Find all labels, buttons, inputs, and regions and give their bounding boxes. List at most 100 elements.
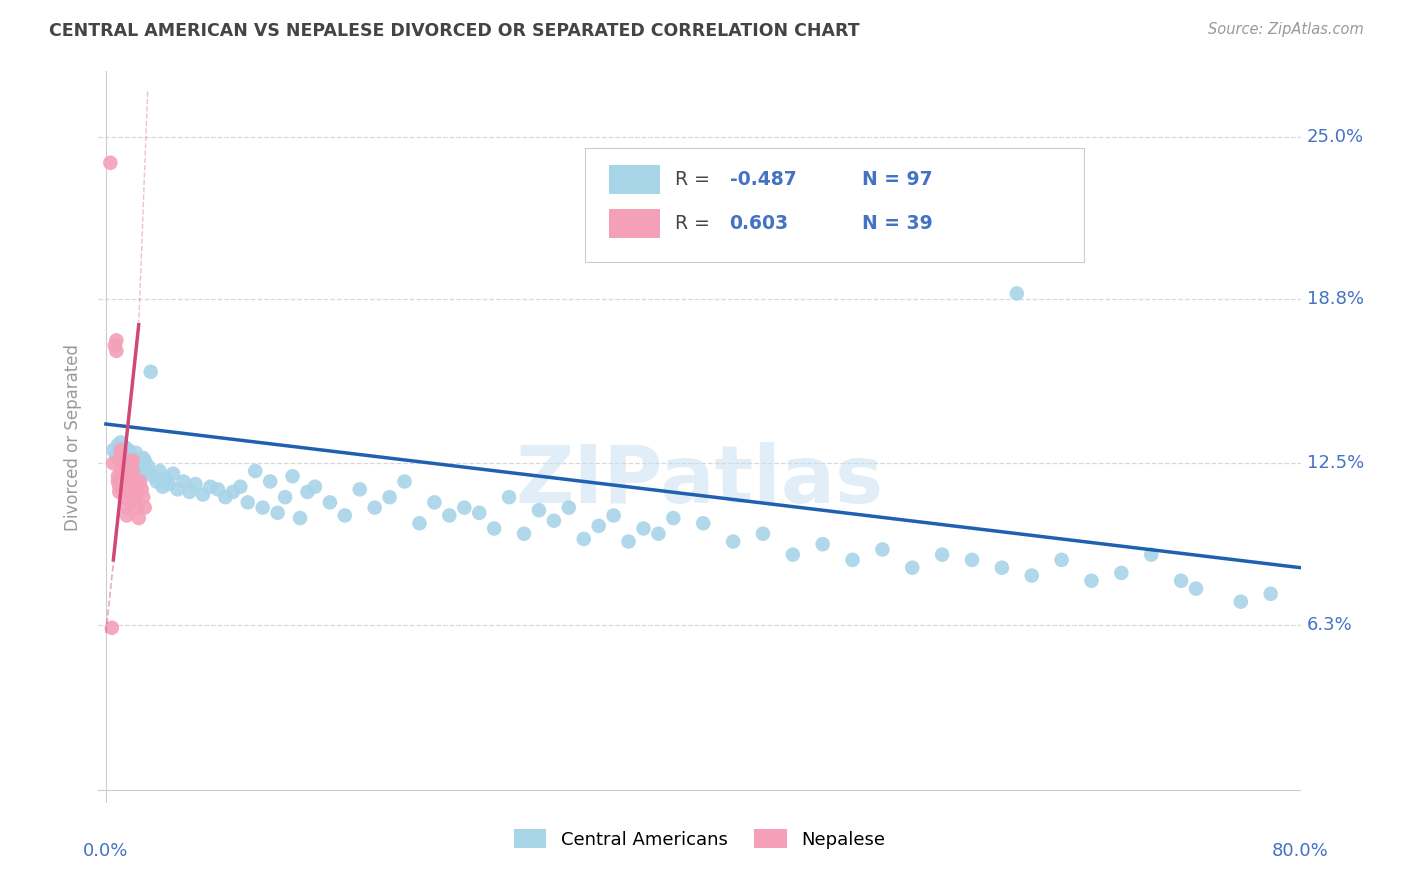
Text: N = 39: N = 39	[862, 214, 932, 233]
Point	[117, 453, 139, 467]
Point	[363, 500, 385, 515]
Point	[128, 511, 150, 525]
Point	[617, 534, 640, 549]
Point	[103, 443, 125, 458]
Point	[543, 514, 565, 528]
Point	[117, 464, 139, 478]
Point	[105, 449, 128, 463]
Text: 18.8%: 18.8%	[1306, 290, 1364, 308]
Point	[127, 461, 149, 475]
Point	[453, 500, 475, 515]
Point	[149, 464, 172, 478]
Point	[115, 456, 138, 470]
Point	[112, 469, 135, 483]
Text: 6.3%: 6.3%	[1306, 616, 1353, 634]
Point	[1050, 553, 1073, 567]
Point	[901, 560, 924, 574]
Point	[128, 453, 150, 467]
Point	[111, 450, 134, 465]
Point	[98, 155, 121, 169]
Point	[122, 475, 145, 489]
Point	[118, 449, 141, 463]
Point	[423, 495, 446, 509]
Point	[125, 490, 148, 504]
Point	[588, 519, 610, 533]
Text: 0.603: 0.603	[730, 214, 789, 233]
Point	[1111, 566, 1133, 580]
Point	[114, 483, 136, 497]
Point	[439, 508, 461, 523]
Point	[1005, 286, 1028, 301]
Point	[266, 506, 288, 520]
Point	[498, 490, 520, 504]
Point	[752, 526, 775, 541]
Point	[1230, 594, 1253, 608]
Point	[692, 516, 714, 531]
Point	[408, 516, 430, 531]
FancyBboxPatch shape	[585, 148, 1084, 261]
Point	[482, 521, 505, 535]
Point	[166, 483, 188, 497]
Point	[1140, 548, 1163, 562]
Point	[125, 483, 148, 497]
Point	[214, 490, 236, 504]
Point	[931, 548, 953, 562]
Point	[131, 467, 153, 481]
Point	[127, 500, 149, 515]
Point	[107, 475, 129, 489]
Point	[111, 453, 134, 467]
Point	[108, 480, 131, 494]
Point	[152, 480, 174, 494]
Point	[245, 464, 267, 478]
Point	[207, 483, 229, 497]
Point	[107, 469, 129, 483]
Point	[841, 202, 863, 217]
Point	[115, 508, 138, 523]
Point	[236, 495, 259, 509]
FancyBboxPatch shape	[609, 209, 659, 238]
Point	[121, 464, 143, 478]
Y-axis label: Divorced or Separated: Divorced or Separated	[65, 343, 83, 531]
Point	[131, 483, 153, 497]
Point	[468, 506, 491, 520]
Point	[179, 485, 201, 500]
Point	[114, 441, 136, 455]
Point	[841, 553, 863, 567]
Point	[121, 450, 143, 465]
Point	[105, 334, 128, 348]
Point	[145, 475, 167, 489]
Point	[110, 449, 132, 463]
Point	[103, 456, 125, 470]
Point	[173, 475, 195, 489]
Point	[297, 485, 319, 500]
Point	[110, 443, 132, 458]
Point	[274, 490, 297, 504]
Point	[333, 508, 356, 523]
Point	[132, 490, 155, 504]
Point	[114, 490, 136, 504]
Text: Source: ZipAtlas.com: Source: ZipAtlas.com	[1208, 22, 1364, 37]
Text: 80.0%: 80.0%	[1272, 842, 1329, 860]
Point	[281, 469, 304, 483]
Point	[304, 480, 326, 494]
Point	[811, 537, 834, 551]
Text: CENTRAL AMERICAN VS NEPALESE DIVORCED OR SEPARATED CORRELATION CHART: CENTRAL AMERICAN VS NEPALESE DIVORCED OR…	[49, 22, 860, 40]
Text: R =: R =	[675, 214, 723, 233]
Point	[107, 438, 129, 452]
Point	[602, 508, 624, 523]
Point	[647, 526, 669, 541]
Point	[115, 500, 138, 515]
Point	[111, 458, 134, 473]
Point	[110, 435, 132, 450]
Point	[319, 495, 342, 509]
Point	[558, 500, 581, 515]
Point	[1260, 587, 1282, 601]
Point	[110, 464, 132, 478]
Point	[118, 475, 141, 489]
Point	[1021, 568, 1043, 582]
Point	[134, 500, 156, 515]
Point	[991, 560, 1014, 574]
Point	[872, 542, 894, 557]
Point	[200, 480, 222, 494]
Point	[104, 338, 127, 352]
